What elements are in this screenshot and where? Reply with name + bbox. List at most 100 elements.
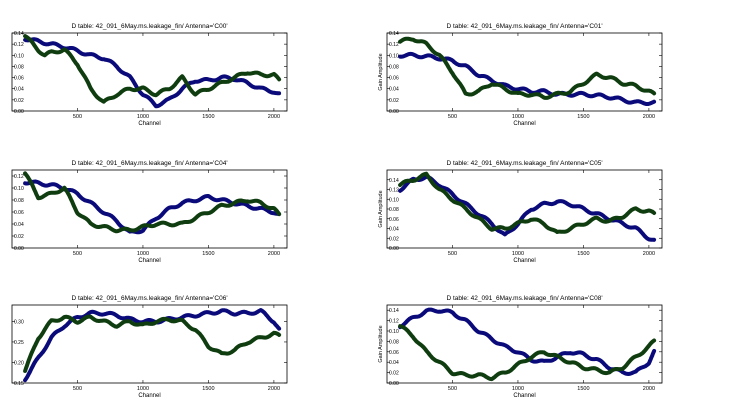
- y-tick-label: 0.00: [14, 109, 24, 115]
- x-tick-label: 500: [448, 386, 457, 392]
- x-tick-label: 500: [73, 386, 82, 392]
- subplot-4: D table: 42_091_6May.ms.leakage_fin/ Ant…: [378, 160, 663, 264]
- y-tick-label: 0.08: [389, 207, 399, 213]
- x-tick-label: 500: [448, 114, 457, 120]
- series-line-2: [398, 324, 657, 382]
- y-tick-label: 0.02: [389, 98, 399, 104]
- x-tick-label: 2000: [643, 386, 655, 392]
- y-tick-label: 0.12: [389, 188, 399, 194]
- y-axis-label: Gain Amplitude: [378, 53, 384, 90]
- subplot-title: D table: 42_091_6May.ms.leakage_fin/ Ant…: [71, 295, 227, 302]
- x-tick-label: 2000: [268, 114, 280, 120]
- x-tick-label: 1000: [512, 251, 524, 257]
- y-tick-label: 0.12: [14, 174, 24, 180]
- x-tick-label: 2000: [643, 251, 655, 257]
- x-tick-label: 1500: [577, 386, 589, 392]
- y-tick-label: 0.25: [14, 340, 24, 346]
- y-tick-label: 0.14: [14, 31, 24, 37]
- x-tick-label: 1500: [577, 251, 589, 257]
- y-tick-label: 0.15: [14, 381, 24, 387]
- y-tick-label: 0.14: [389, 308, 399, 314]
- series-line-2: [398, 36, 657, 100]
- x-tick-label: 2000: [268, 386, 280, 392]
- y-tick-label: 0.00: [389, 246, 399, 252]
- y-tick-label: 0.08: [14, 64, 24, 70]
- y-tick-label: 0.06: [389, 217, 399, 223]
- y-tick-label: 0.30: [14, 319, 24, 325]
- x-axis-label: Channel: [138, 393, 160, 399]
- y-tick-label: 0.06: [389, 76, 399, 82]
- x-tick-label: 1000: [137, 251, 149, 257]
- y-tick-label: 0.02: [389, 236, 399, 242]
- subplot-title: D table: 42_091_6May.ms.leakage_fin/ Ant…: [446, 160, 602, 167]
- y-tick-label: 0.10: [389, 197, 399, 203]
- x-axis-label: Channel: [513, 121, 535, 127]
- y-tick-label: 0.12: [389, 319, 399, 325]
- subplot-title: D table: 42_091_6May.ms.leakage_fin/ Ant…: [446, 295, 602, 302]
- series-line-1: [23, 37, 282, 109]
- y-tick-label: 0.10: [14, 53, 24, 59]
- plot-frame: [386, 32, 663, 112]
- y-tick-label: 0.04: [389, 87, 399, 93]
- x-tick-label: 1000: [137, 386, 149, 392]
- y-tick-label: 0.10: [389, 329, 399, 335]
- subplot-title: D table: 42_091_6May.ms.leakage_fin/ Ant…: [446, 23, 602, 30]
- y-tick-label: 0.06: [14, 210, 24, 216]
- x-tick-label: 500: [448, 251, 457, 257]
- y-tick-label: 0.08: [389, 64, 399, 70]
- y-tick-label: 0.14: [389, 178, 399, 184]
- x-tick-label: 2000: [643, 114, 655, 120]
- y-tick-label: 0.00: [14, 246, 24, 252]
- y-axis-label: Gain Amplitude: [378, 190, 384, 227]
- y-tick-label: 0.00: [389, 109, 399, 115]
- subplot-title: D table: 42_091_6May.ms.leakage_fin/ Ant…: [71, 160, 227, 167]
- series-line-2: [23, 171, 282, 234]
- x-tick-label: 1500: [202, 114, 214, 120]
- subplot-2: D table: 42_091_6May.ms.leakage_fin/ Ant…: [378, 23, 663, 127]
- y-tick-label: 0.14: [389, 31, 399, 37]
- y-tick-label: 0.20: [14, 360, 24, 366]
- x-axis-label: Channel: [513, 258, 535, 264]
- x-tick-label: 1000: [137, 114, 149, 120]
- y-tick-label: 0.04: [14, 222, 24, 228]
- y-tick-label: 0.10: [14, 186, 24, 192]
- y-tick-label: 0.04: [389, 360, 399, 366]
- x-tick-label: 500: [73, 114, 82, 120]
- y-tick-label: 0.00: [389, 381, 399, 387]
- y-tick-label: 0.10: [389, 53, 399, 59]
- series-line-1: [398, 174, 657, 242]
- x-tick-label: 1000: [512, 386, 524, 392]
- x-tick-label: 1500: [577, 114, 589, 120]
- plot-frame: [11, 169, 288, 249]
- plot-frame: [11, 32, 288, 112]
- x-tick-label: 500: [73, 251, 82, 257]
- x-axis-label: Channel: [138, 121, 160, 127]
- series-line-2: [23, 314, 282, 373]
- subplot-3: D table: 42_091_6May.ms.leakage_fin/ Ant…: [11, 160, 288, 264]
- y-tick-label: 0.12: [14, 42, 24, 48]
- subplot-1: D table: 42_091_6May.ms.leakage_fin/ Ant…: [11, 23, 288, 127]
- y-tick-label: 0.08: [389, 339, 399, 345]
- y-tick-label: 0.06: [389, 350, 399, 356]
- x-axis-label: Channel: [513, 393, 535, 399]
- plot-frame: [11, 304, 288, 384]
- subplot-title: D table: 42_091_6May.ms.leakage_fin/ Ant…: [71, 23, 227, 30]
- x-axis-label: Channel: [138, 258, 160, 264]
- y-tick-label: 0.04: [389, 227, 399, 233]
- y-tick-label: 0.02: [14, 98, 24, 104]
- x-tick-label: 1000: [512, 114, 524, 120]
- y-tick-label: 0.08: [14, 198, 24, 204]
- subplot-5: D table: 42_091_6May.ms.leakage_fin/ Ant…: [11, 295, 288, 399]
- y-axis-label: Gain Amplitude: [378, 325, 384, 362]
- series-line-2: [23, 34, 282, 104]
- y-tick-label: 0.02: [389, 371, 399, 377]
- x-tick-label: 1500: [202, 251, 214, 257]
- series-line-1: [23, 179, 282, 235]
- y-tick-label: 0.12: [389, 42, 399, 48]
- series-line-2: [398, 171, 657, 234]
- y-tick-label: 0.04: [14, 87, 24, 93]
- x-tick-label: 1500: [202, 386, 214, 392]
- y-tick-label: 0.02: [14, 234, 24, 240]
- subplot-6: D table: 42_091_6May.ms.leakage_fin/ Ant…: [378, 295, 663, 399]
